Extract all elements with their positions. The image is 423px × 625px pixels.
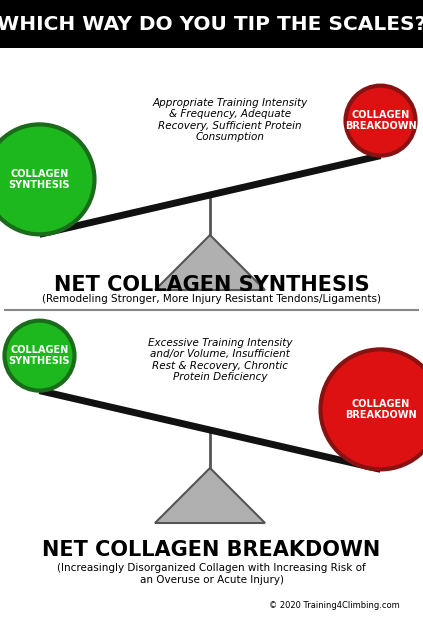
Text: COLLAGEN
SYNTHESIS: COLLAGEN SYNTHESIS	[9, 345, 70, 366]
Text: Excessive Training Intensity
and/or Volume, Insufficient
Rest & Recovery, Chront: Excessive Training Intensity and/or Volu…	[148, 338, 292, 382]
Polygon shape	[155, 235, 265, 290]
Text: NET COLLAGEN BREAKDOWN: NET COLLAGEN BREAKDOWN	[42, 540, 381, 560]
Text: Appropriate Training Intensity
& Frequency, Adequate
Recovery, Sufficient Protei: Appropriate Training Intensity & Frequen…	[152, 98, 308, 142]
Text: © 2020 Training4Climbing.com: © 2020 Training4Climbing.com	[269, 601, 400, 610]
Polygon shape	[155, 468, 265, 523]
Text: NET COLLAGEN SYNTHESIS: NET COLLAGEN SYNTHESIS	[54, 275, 369, 295]
Circle shape	[321, 349, 423, 469]
Text: COLLAGEN
BREAKDOWN: COLLAGEN BREAKDOWN	[345, 110, 416, 131]
Text: COLLAGEN
BREAKDOWN: COLLAGEN BREAKDOWN	[345, 399, 416, 420]
Bar	[0, 0, 423, 48]
Circle shape	[5, 321, 74, 391]
Text: WHICH WAY DO YOU TIP THE SCALES?: WHICH WAY DO YOU TIP THE SCALES?	[0, 14, 423, 34]
Text: COLLAGEN
SYNTHESIS: COLLAGEN SYNTHESIS	[9, 169, 70, 190]
Circle shape	[0, 124, 94, 234]
Text: (Remodeling Stronger, More Injury Resistant Tendons/Ligaments): (Remodeling Stronger, More Injury Resist…	[42, 294, 381, 304]
Circle shape	[346, 86, 415, 156]
Text: (Increasingly Disorganized Collagen with Increasing Risk of
an Overuse or Acute : (Increasingly Disorganized Collagen with…	[57, 563, 366, 584]
